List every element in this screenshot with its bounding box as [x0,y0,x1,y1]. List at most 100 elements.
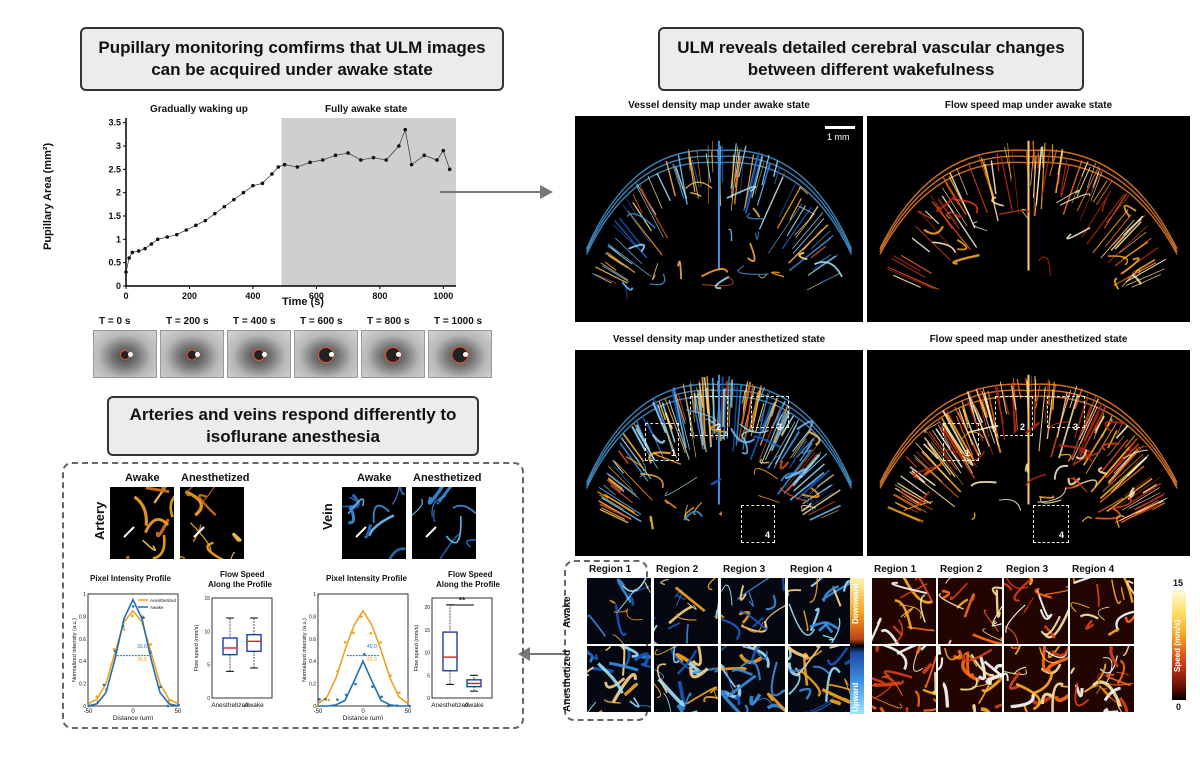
region-vessel [844,646,852,666]
region-vessel [825,666,841,702]
deep-vessel [1066,227,1091,240]
profile-point [336,698,339,701]
scale-bar [825,126,855,129]
crop-vessels [123,487,174,559]
region-vessel [714,615,718,619]
deep-vessel [728,228,733,242]
vessel-segment [1092,168,1101,188]
box-ytick-label: 0 [427,696,430,702]
profile-point [336,669,339,673]
vessel-segment [982,388,999,447]
eye-frame-label: T = 600 s [300,316,343,327]
vessel-segment [745,153,763,214]
pupil-ytick-label: 0 [116,281,121,291]
deep-vessel [714,276,730,290]
region-vessel [660,578,669,586]
region-vessel [609,661,639,672]
vessel-segment [774,167,781,185]
speed-roi-box-4 [1033,505,1069,543]
vessel-segment [1041,146,1044,168]
region-vessel [941,589,951,600]
vessel-segment [707,144,710,204]
vessel-segment [1099,439,1129,474]
region-vessel [872,696,903,709]
region-vessel [831,618,841,644]
region-vessel [899,583,928,599]
region-vessel [742,646,770,669]
profile-point [121,624,125,628]
vessel-segment [773,424,798,469]
region-vessel [748,592,754,607]
region-vessel [891,581,928,595]
deep-vessel [664,412,673,430]
deep-vessel [628,243,646,253]
roi-label-2: 2 [716,422,722,432]
region-vessel [725,674,757,698]
vessel-segment [1044,378,1049,424]
region-vessel [788,646,808,659]
region-vessel [1023,597,1034,614]
vessel-segment [894,484,925,503]
deep-vessel [1107,255,1129,266]
deep-vessel [747,242,756,262]
vessel-segment [894,501,908,510]
region-vessel [612,634,625,644]
vessel-segment [1041,148,1051,197]
profile-point [395,704,399,707]
awake-speed-title: Flow speed map under awake state [944,100,1113,111]
region-vessel [1126,580,1134,596]
vein-box-title-1: Flow Speed [448,570,493,579]
vessel-segment [958,407,974,446]
vessel-segment [601,265,630,283]
crop-vessel [206,541,225,559]
vessel-segment [1057,149,1064,176]
deep-vessel [917,210,933,220]
vessel-segment [1049,149,1058,177]
artery-profile-title: Pixel Intensity Profile [90,574,171,583]
phase-awake-label: Fully awake state [325,104,408,115]
profile-point [131,605,135,608]
deep-vessel [936,195,957,213]
eye-glint [396,351,402,357]
vessel-segment [750,388,761,431]
vessel-segment [614,461,653,501]
region-vessel [923,698,936,712]
vessel-segment [1032,156,1037,198]
region-vessel [873,679,904,688]
profile-point [102,683,106,687]
region-vessel [591,667,614,674]
speed-roi-label-2: 2 [1020,422,1026,432]
region-vessel [1123,578,1134,603]
vessel-segment [609,244,652,277]
vessel-segment [621,437,652,480]
vessel-segment [720,376,724,429]
region-vessel [691,646,702,667]
pupil-point [320,158,325,162]
vessel-segment [1092,209,1129,254]
profile-point [130,614,134,618]
profile-point [166,704,170,708]
vessel-segment [1016,378,1022,399]
vessel-segment [764,164,770,184]
profile-point [324,698,327,701]
vessel-segment [696,150,702,187]
region-vessel [597,662,624,694]
region-direction-tile [721,646,785,712]
vessel-segment [730,379,734,408]
crop-vessels [412,487,476,559]
region-vessel [738,610,751,624]
region-vessel [983,660,1002,678]
region-vessel [663,692,672,712]
region-vessel [788,711,791,712]
vessel-segment [775,403,784,427]
vessel-segment [923,437,956,478]
profile-ytick-label: 1 [313,592,316,598]
profile-ytick-label: 0.4 [309,659,316,665]
deep-vessel [1095,508,1122,520]
region-vessel [780,689,785,694]
region-vessel [744,704,749,712]
vessel-segment [612,459,625,474]
profile-point [327,698,331,702]
deep-vessel [684,506,695,522]
